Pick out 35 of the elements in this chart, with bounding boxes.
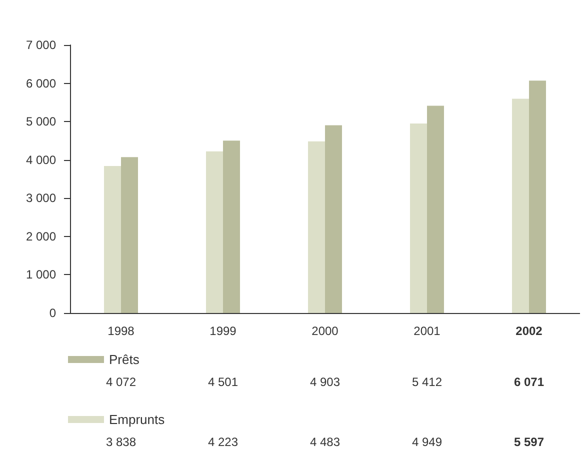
x-tick-label: 1999: [210, 324, 237, 338]
y-tick-label: 0: [49, 306, 56, 320]
y-tick-label: 6 000: [26, 76, 56, 90]
x-tick-label: 2000: [312, 324, 339, 338]
bar: [223, 140, 240, 313]
data-label: 4 903: [310, 375, 340, 389]
bar: [529, 80, 546, 313]
data-label: 5 597: [514, 435, 544, 449]
legend-label: Emprunts: [109, 412, 166, 427]
data-label: 4 223: [208, 435, 238, 449]
x-tick-label: 2001: [414, 324, 441, 338]
data-label: 5 412: [412, 375, 442, 389]
bar: [104, 166, 121, 313]
data-label: 4 501: [208, 375, 238, 389]
legend-label: Prêts: [109, 352, 140, 367]
data-label: 4 483: [310, 435, 340, 449]
data-label: 4 072: [106, 375, 136, 389]
data-label: 4 949: [412, 435, 442, 449]
y-tick-label: 7 000: [26, 38, 56, 52]
bar: [427, 106, 444, 313]
bar: [308, 141, 325, 313]
y-tick-label: 4 000: [26, 152, 56, 167]
y-tick-label: 1 000: [26, 268, 56, 282]
data-label: 6 071: [514, 375, 544, 389]
y-tick-label: 5 000: [26, 114, 56, 129]
y-tick-label: 3 000: [26, 191, 56, 206]
bar: [410, 124, 427, 313]
y-tick-label: 2 000: [26, 229, 56, 244]
bar: [325, 125, 342, 313]
data-label: 3 838: [106, 435, 136, 449]
bar: [121, 157, 138, 313]
x-tick-label: 2002: [516, 324, 543, 338]
bar: [206, 151, 223, 313]
bar: [512, 98, 529, 313]
x-tick-label: 1998: [108, 324, 135, 338]
